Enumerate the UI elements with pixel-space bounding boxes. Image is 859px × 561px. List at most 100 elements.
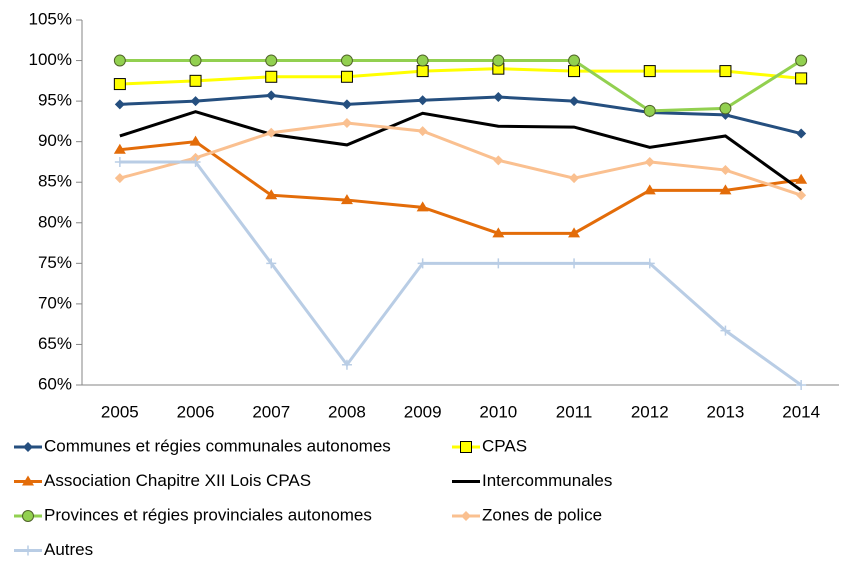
series: [114, 90, 807, 139]
marker: [190, 156, 201, 167]
marker: [795, 54, 808, 67]
x-tick-label: 2013: [707, 402, 745, 421]
line: [119, 110, 803, 192]
marker: [416, 65, 429, 78]
marker: [492, 227, 505, 238]
series: [119, 110, 803, 192]
x-tick-label: 2005: [101, 402, 139, 421]
marker: [266, 127, 277, 138]
line: [119, 93, 802, 136]
marker: [720, 325, 731, 336]
legend-item: Communes et régies communales autonomes: [14, 436, 391, 455]
legend-label: Autres: [44, 540, 93, 559]
marker: [643, 65, 656, 78]
marker: [265, 70, 278, 83]
marker: [114, 173, 125, 184]
legend-label: CPAS: [482, 436, 527, 455]
marker: [643, 184, 656, 195]
legend-item: Provinces et régies provinciales autonom…: [14, 505, 372, 524]
marker: [266, 258, 277, 269]
marker: [113, 143, 126, 154]
y-tick-label: 100%: [29, 50, 72, 69]
series: [113, 54, 808, 117]
marker: [416, 54, 429, 67]
series: [113, 62, 808, 91]
x-tick-label: 2014: [782, 402, 820, 421]
legend-label: Intercommunales: [482, 471, 612, 490]
marker: [265, 189, 278, 200]
legend-label: Communes et régies communales autonomes: [44, 436, 391, 455]
y-tick-label: 75%: [38, 253, 72, 272]
marker: [341, 99, 352, 110]
marker: [643, 104, 656, 117]
marker: [114, 156, 125, 167]
y-tick-label: 65%: [38, 334, 72, 353]
y-tick-label: 60%: [38, 374, 72, 393]
marker: [492, 54, 505, 67]
marker: [569, 96, 580, 107]
marker: [795, 173, 808, 184]
marker: [113, 78, 126, 91]
marker: [493, 155, 504, 166]
x-tick-label: 2009: [404, 402, 442, 421]
legend-item: Autres: [14, 540, 93, 559]
y-tick-label: 85%: [38, 172, 72, 191]
marker: [493, 92, 504, 103]
x-tick-label: 2008: [328, 402, 366, 421]
legend-marker: [23, 545, 33, 556]
series: [113, 135, 808, 238]
marker: [796, 190, 807, 201]
legend-marker: [22, 510, 34, 522]
legend-item: Intercommunales: [452, 471, 612, 490]
marker: [189, 74, 202, 87]
marker: [114, 99, 125, 110]
legend-marker: [461, 511, 471, 521]
marker: [340, 194, 353, 205]
marker: [189, 54, 202, 67]
y-tick-label: 70%: [38, 293, 72, 312]
marker: [719, 65, 732, 78]
line: [119, 59, 802, 113]
marker: [266, 90, 277, 101]
marker: [113, 54, 126, 67]
legend-marker: [460, 441, 472, 453]
y-tick-label: 90%: [38, 131, 72, 150]
x-tick-label: 2011: [556, 402, 593, 421]
legend-marker: [22, 475, 34, 486]
y-tick-label: 80%: [38, 212, 72, 231]
marker: [719, 102, 732, 115]
legend-label: Association Chapitre XII Lois CPAS: [44, 471, 311, 490]
marker: [796, 128, 807, 139]
marker: [190, 96, 201, 107]
marker: [341, 359, 352, 370]
legend-item: Zones de police: [452, 505, 602, 524]
x-tick-label: 2006: [177, 402, 215, 421]
marker: [568, 54, 581, 67]
marker: [568, 227, 581, 238]
series: [114, 156, 807, 390]
marker: [341, 118, 352, 129]
line: [119, 121, 802, 197]
legend-label: Provinces et régies provinciales autonom…: [44, 505, 372, 524]
marker: [417, 95, 428, 106]
line: [119, 67, 802, 86]
series: [114, 118, 807, 201]
marker: [644, 258, 655, 269]
marker: [340, 70, 353, 83]
x-tick-label: 2010: [479, 402, 517, 421]
marker: [569, 173, 580, 184]
marker: [340, 54, 353, 67]
y-tick-label: 95%: [38, 91, 72, 110]
legend-marker: [23, 442, 33, 452]
line: [119, 160, 803, 387]
legend-item: Association Chapitre XII Lois CPAS: [14, 471, 311, 490]
marker: [796, 380, 807, 390]
marker: [568, 65, 581, 78]
legend-label: Zones de police: [482, 505, 602, 524]
marker: [416, 201, 429, 212]
marker: [644, 156, 655, 167]
marker: [189, 135, 202, 146]
x-tick-label: 2012: [631, 402, 669, 421]
y-tick-label: 105%: [29, 9, 72, 28]
